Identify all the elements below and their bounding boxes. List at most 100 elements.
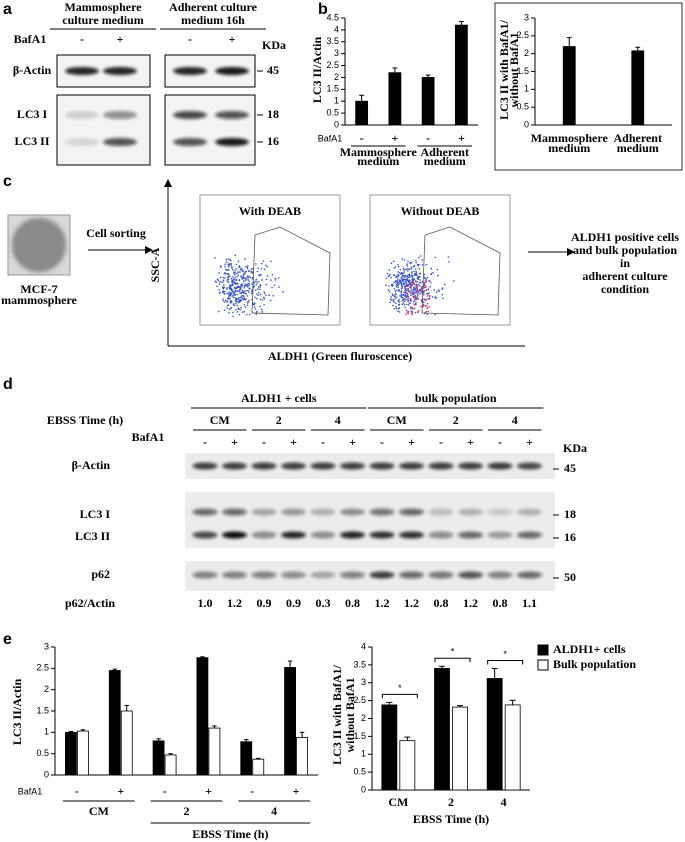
flow-event <box>247 276 250 279</box>
flow-event <box>228 288 231 290</box>
flow-event <box>405 303 408 306</box>
blot-band <box>281 462 306 470</box>
flow-event <box>228 292 230 295</box>
flow-event <box>247 302 249 304</box>
flow-event <box>248 275 250 278</box>
flow-event <box>387 289 390 292</box>
flow-event <box>418 285 421 287</box>
flow-event <box>397 308 400 310</box>
flow-event <box>390 296 393 298</box>
blot-band <box>458 462 483 470</box>
bar <box>164 754 177 776</box>
flow-event <box>237 301 240 304</box>
flow-event <box>246 285 249 288</box>
flow-event <box>409 299 412 301</box>
flow-event <box>398 288 400 291</box>
flow-event <box>222 300 225 302</box>
flow-event <box>258 291 260 294</box>
panel-label: a <box>3 1 12 18</box>
flow-event <box>407 297 410 300</box>
flow-event <box>398 272 401 274</box>
y-tick-label: 0.5 <box>326 107 339 117</box>
flow-event <box>407 270 409 272</box>
group-label: ALDH1 + cells <box>241 391 317 405</box>
flow-event <box>405 296 408 299</box>
flow-event <box>273 284 276 287</box>
flow-event <box>410 289 412 292</box>
flow-event <box>228 291 231 293</box>
flow-event <box>399 268 402 271</box>
flow-event <box>249 276 252 279</box>
x-axis-title: EBSS Time (h) <box>192 827 268 841</box>
flow-event <box>395 302 397 305</box>
flow-event <box>218 281 221 283</box>
flow-event <box>414 287 417 290</box>
flow-event <box>241 276 243 279</box>
flow-event <box>254 296 256 299</box>
flow-event <box>219 276 222 279</box>
flow-event <box>220 265 222 267</box>
flow-event <box>257 267 259 270</box>
flow-event <box>263 291 265 293</box>
flow-event <box>403 300 406 303</box>
y-tick-label: 4 <box>361 641 366 651</box>
flow-event <box>407 312 409 315</box>
flow-event <box>244 272 246 274</box>
flow-event <box>233 292 235 294</box>
flow-event <box>409 291 411 293</box>
ratio-value: 0.8 <box>493 596 508 610</box>
flow-event <box>256 270 259 273</box>
flow-event <box>226 307 229 310</box>
flow-event <box>397 264 399 266</box>
flow-event <box>433 289 436 291</box>
flow-event <box>392 274 395 277</box>
y-tick-label: 3 <box>334 48 339 58</box>
blot-band <box>458 531 483 539</box>
flow-event <box>259 298 262 301</box>
y-tick-label: 2 <box>334 72 339 82</box>
bar <box>562 46 576 126</box>
x-tick-label: + <box>293 784 300 798</box>
flow-event <box>243 304 246 306</box>
flow-event <box>237 285 240 288</box>
blot-band <box>487 531 513 539</box>
y-tick-label: 2 <box>44 684 49 694</box>
flow-event <box>424 304 427 307</box>
flow-plot-title: With DEAB <box>239 204 301 218</box>
flow-event <box>222 281 224 284</box>
flow-event <box>421 286 423 288</box>
flow-event <box>407 287 410 290</box>
blot-header: medium 16h <box>181 13 245 27</box>
flow-event <box>393 299 395 302</box>
flow-plot-title: Without DEAB <box>401 204 480 218</box>
flow-event <box>235 309 237 311</box>
blot-frame <box>164 94 256 166</box>
flow-event <box>393 267 396 269</box>
flow-event <box>243 287 245 289</box>
flow-event <box>248 299 250 302</box>
flow-event <box>231 295 233 297</box>
flow-event <box>406 268 408 270</box>
flow-event <box>233 271 235 273</box>
flow-event <box>406 298 408 301</box>
flow-event <box>418 281 421 284</box>
flow-event <box>401 258 404 260</box>
flow-event <box>397 265 400 268</box>
flow-event <box>437 289 440 291</box>
flow-event <box>405 288 407 291</box>
flow-event <box>413 265 415 268</box>
flow-event <box>244 290 247 292</box>
flow-event <box>266 265 268 268</box>
flow-event <box>234 276 236 279</box>
y-tick-label: 1.5 <box>353 731 366 741</box>
flow-event <box>394 290 397 293</box>
blot-band <box>458 571 483 579</box>
flow-event <box>260 262 263 265</box>
y-tick-label: 0.5 <box>353 767 366 777</box>
flow-event <box>421 259 424 261</box>
flow-event <box>395 306 397 308</box>
bafa1-sign: - <box>439 435 443 449</box>
flow-event <box>402 280 404 283</box>
flow-event <box>261 299 264 301</box>
blot-band <box>103 111 137 119</box>
